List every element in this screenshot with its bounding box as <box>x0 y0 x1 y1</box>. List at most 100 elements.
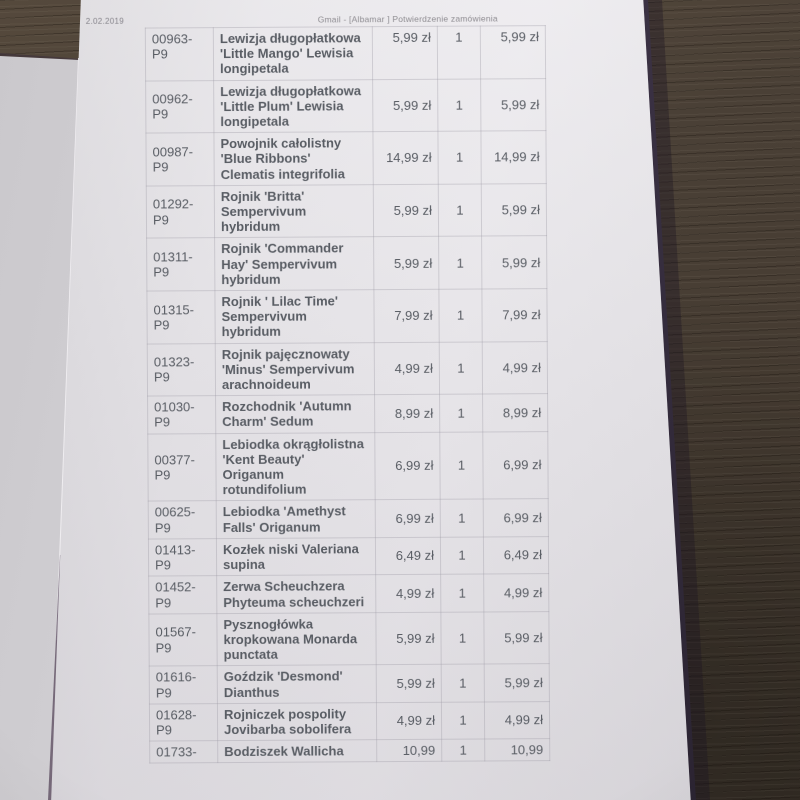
table-row: 01323-P9 Rojnik pajęcznowaty 'Minus' Semp… <box>147 341 548 397</box>
item-name-cell: Lewizja długopłatkowa 'Little Plum' Lewi… <box>213 79 373 133</box>
order-items-table: 00963-P9 Lewizja długopłatkowa 'Little Ma… <box>145 25 550 764</box>
item-qty-cell: 1 <box>437 26 481 79</box>
item-name-cell: Rojnik pajęcznowaty 'Minus' Sempervivum … <box>215 342 375 396</box>
item-qty-cell: 1 <box>437 78 481 132</box>
item-qty-cell: 1 <box>438 289 483 342</box>
table-row: 01315-P9 Rojnik ' Lilac Time' Sempervivum… <box>146 288 548 344</box>
item-name-cell: Rojnik 'Commander Hay' Sempervivum hybri… <box>214 237 374 291</box>
item-qty-cell: 1 <box>441 701 485 740</box>
print-header-title: Gmail - [Albamar ] Potwierdzenie zamówie… <box>317 13 498 25</box>
item-name-cell: Kozłek niski Valeriana supina <box>216 537 376 576</box>
item-code-cell: 00377-P9 <box>147 433 217 502</box>
item-name-cell: Powojnik całolistny 'Blue Ribbons' Clema… <box>213 131 374 186</box>
item-code-cell: 01030-P9 <box>147 395 216 434</box>
item-qty-cell: 1 <box>440 536 484 575</box>
item-qty-cell: 1 <box>438 183 482 237</box>
item-price-cell: 4,99 zł <box>376 701 442 740</box>
item-code-cell: 00625-P9 <box>148 501 217 539</box>
item-code-cell: 01413-P9 <box>148 538 217 577</box>
item-name-cell: Zerwa Scheuchzera Phyteuma scheuchzeri <box>216 574 376 614</box>
table-row: 00963-P9 Lewizja długopłatkowa 'Little Ma… <box>145 25 546 81</box>
item-price-cell: 5,99 zł <box>372 26 438 80</box>
item-code-cell: 01323-P9 <box>147 343 216 397</box>
item-price-cell: 5,99 zł <box>375 611 442 665</box>
item-qty-cell: 1 <box>440 574 484 612</box>
item-name-cell: Lebiodka 'Amethyst Falls' Origanum <box>216 500 376 539</box>
item-name-cell: Rojnik ' Lilac Time' Sempervivum hybridu… <box>214 289 375 344</box>
item-total-cell: 7,99 zł <box>481 288 548 342</box>
item-price-cell: 10,99 <box>376 739 442 762</box>
item-total-cell: 4,99 zł <box>484 701 550 740</box>
item-qty-cell: 1 <box>439 394 483 432</box>
item-name-cell: Lebiodka okrągłolistna 'Kent Beauty' Ori… <box>215 432 376 502</box>
item-name-cell: Lewizja długopłatkowa 'Little Mango' Lew… <box>213 26 373 81</box>
item-price-cell: 7,99 zł <box>373 289 440 343</box>
item-code-cell: 01733- <box>149 740 218 764</box>
order-table-body: 00963-P9 Lewizja długopłatkowa 'Little Ma… <box>145 25 550 764</box>
item-qty-cell: 1 <box>441 739 485 762</box>
table-row: 00377-P9 Lebiodka okrągłolistna 'Kent Bea… <box>147 431 549 502</box>
item-qty-cell: 1 <box>440 499 484 538</box>
item-price-cell: 5,99 zł <box>376 664 442 703</box>
table-row: 01733- Bodziszek Wallicha 10,99 1 10,99 <box>149 738 550 764</box>
table-row: 00987-P9 Powojnik całolistny 'Blue Ribbon… <box>145 130 547 186</box>
item-code-cell: 01616-P9 <box>149 665 218 704</box>
item-name-cell: Bodziszek Wallicha <box>217 739 377 763</box>
item-price-cell: 14,99 zł <box>372 131 439 185</box>
item-price-cell: 5,99 zł <box>372 78 438 132</box>
item-price-cell: 8,99 zł <box>374 394 440 433</box>
item-total-cell: 6,49 zł <box>483 536 549 575</box>
item-total-cell: 6,99 zł <box>482 431 549 500</box>
item-total-cell: 4,99 zł <box>482 341 548 395</box>
item-code-cell: 00963-P9 <box>145 27 214 81</box>
item-total-cell: 5,99 zł <box>481 183 547 237</box>
item-total-cell: 6,99 zł <box>483 499 549 537</box>
table-row: 01311-P9 Rojnik 'Commander Hay' Semperviv… <box>146 236 547 292</box>
print-date: 2.02.2019 <box>85 16 125 26</box>
item-price-cell: 6,49 zł <box>375 537 441 575</box>
item-qty-cell: 1 <box>440 611 485 665</box>
item-total-cell: 5,99 zł <box>480 78 546 132</box>
item-total-cell: 5,99 zł <box>480 25 546 79</box>
table-row: 01628-P9 Rojniczek pospolity Jovibarba so… <box>149 701 550 742</box>
table-row: 01452-P9 Zerwa Scheuchzera Phyteuma scheu… <box>148 573 549 614</box>
item-price-cell: 5,99 zł <box>373 236 439 290</box>
item-total-cell: 14,99 zł <box>480 130 547 184</box>
item-code-cell: 01292-P9 <box>146 185 215 239</box>
item-qty-cell: 1 <box>441 664 485 702</box>
item-qty-cell: 1 <box>438 236 482 290</box>
item-name-cell: Goździk 'Desmond' Dianthus <box>217 664 377 704</box>
item-price-cell: 4,99 zł <box>375 574 441 613</box>
item-price-cell: 6,99 zł <box>375 499 441 538</box>
table-row: 00625-P9 Lebiodka 'Amethyst Falls' Origan… <box>148 499 549 539</box>
item-name-cell: Rozchodnik 'Autumn Charm' Sedum <box>215 394 375 434</box>
item-name-cell: Pysznogłówka kropkowana Monarda punctata <box>216 612 377 666</box>
item-name-cell: Rojniczek pospolity Jovibarba sobolifera <box>217 702 377 741</box>
item-code-cell: 00962-P9 <box>145 80 214 134</box>
item-qty-cell: 1 <box>439 431 484 500</box>
item-code-cell: 01452-P9 <box>148 575 217 614</box>
item-price-cell: 6,99 zł <box>374 431 441 501</box>
table-row: 01030-P9 Rozchodnik 'Autumn Charm' Sedum 8… <box>147 393 548 434</box>
item-code-cell: 00987-P9 <box>145 132 215 186</box>
item-code-cell: 01315-P9 <box>146 290 216 344</box>
table-row: 01616-P9 Goździk 'Desmond' Dianthus 5,99 z… <box>149 663 550 704</box>
item-code-cell: 01628-P9 <box>149 703 218 742</box>
item-total-cell: 5,99 zł <box>484 663 550 702</box>
item-code-cell: 01567-P9 <box>148 613 218 667</box>
item-qty-cell: 1 <box>437 131 482 185</box>
item-total-cell: 5,99 zł <box>483 611 550 665</box>
table-row: 01567-P9 Pysznogłówka kropkowana Monarda … <box>148 611 550 667</box>
item-total-cell: 10,99 <box>484 738 550 762</box>
table-row: 01292-P9 Rojnik 'Britta' Sempervivum hybr… <box>146 183 547 239</box>
table-row: 00962-P9 Lewizja długopłatkowa 'Little Pl… <box>145 78 546 134</box>
table-row: 01413-P9 Kozłek niski Valeriana supina 6,4… <box>148 536 549 577</box>
item-price-cell: 5,99 zł <box>373 184 439 238</box>
item-code-cell: 01311-P9 <box>146 238 215 292</box>
item-total-cell: 5,99 zł <box>481 236 547 290</box>
item-name-cell: Rojnik 'Britta' Sempervivum hybridum <box>214 184 374 239</box>
item-price-cell: 4,99 zł <box>374 341 440 395</box>
